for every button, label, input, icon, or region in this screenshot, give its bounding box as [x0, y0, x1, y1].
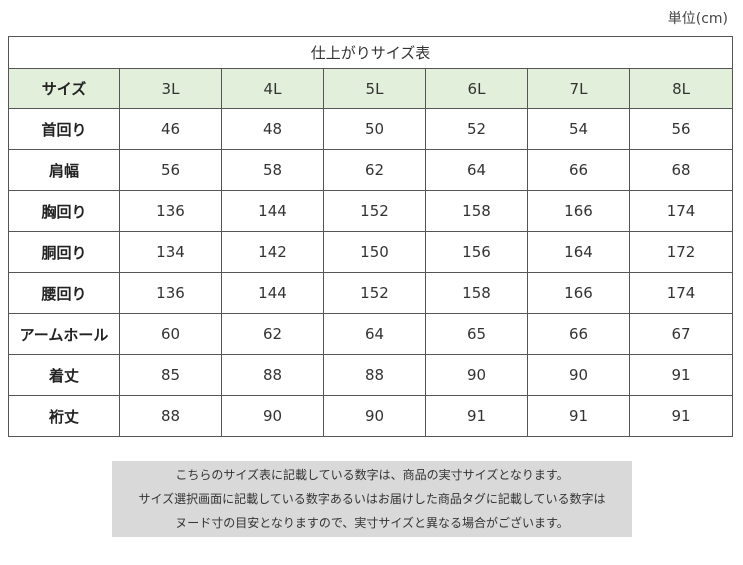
table-cell: 56 — [119, 149, 222, 191]
table-cell: 166 — [527, 190, 630, 232]
size-header-cell: 5L — [323, 68, 426, 109]
table-cell: 164 — [527, 231, 630, 273]
table-cell: 90 — [527, 354, 630, 396]
size-header-cell: 8L — [628, 68, 734, 109]
note-line: こちらのサイズ表に記載している数字は、商品の実寸サイズとなります。 — [175, 468, 569, 482]
table-cell: 52 — [425, 108, 528, 150]
table-cell: 66 — [527, 149, 630, 191]
row-label: 裄丈 — [8, 395, 120, 437]
table-cell: 67 — [628, 313, 734, 355]
table-cell: 90 — [323, 395, 426, 437]
table-cell: 64 — [425, 149, 528, 191]
table-cell: 50 — [323, 108, 426, 150]
table-cell: 91 — [527, 395, 630, 437]
table-cell: 174 — [628, 272, 734, 314]
unit-label: 単位(cm) — [667, 11, 728, 27]
table-cell: 136 — [119, 272, 222, 314]
table-cell: 156 — [425, 231, 528, 273]
table-cell: 88 — [119, 395, 222, 437]
note-line: サイズ選択画面に記載している数字あるいはお届けした商品タグに記載している数字は — [138, 492, 606, 506]
size-header-cell: 6L — [425, 68, 528, 109]
table-cell: 46 — [119, 108, 222, 150]
table-cell: 66 — [527, 313, 630, 355]
size-header-label: サイズ — [8, 68, 120, 109]
table-cell: 152 — [323, 272, 426, 314]
table-cell: 90 — [425, 354, 528, 396]
row-label: 着丈 — [8, 354, 120, 396]
size-header-cell: 4L — [221, 68, 324, 109]
table-cell: 60 — [119, 313, 222, 355]
table-cell: 136 — [119, 190, 222, 232]
table-row: アームホール 60 62 64 65 66 67 — [8, 313, 734, 355]
table-cell: 144 — [221, 272, 324, 314]
table-cell: 152 — [323, 190, 426, 232]
row-label: 腰回り — [8, 272, 120, 314]
note-line: ヌード寸の目安となりますので、実寸サイズと異なる場合がございます。 — [175, 516, 569, 530]
table-row: 腰回り 136 144 152 158 166 174 — [8, 272, 734, 314]
table-cell: 65 — [425, 313, 528, 355]
table-cell: 150 — [323, 231, 426, 273]
table-cell: 142 — [221, 231, 324, 273]
size-note: こちらのサイズ表に記載している数字は、商品の実寸サイズとなります。 サイズ選択画… — [112, 461, 632, 537]
row-label: アームホール — [8, 313, 120, 355]
table-cell: 174 — [628, 190, 734, 232]
table-cell: 158 — [425, 190, 528, 232]
table-title: 仕上がりサイズ表 — [7, 36, 734, 69]
table-cell: 85 — [119, 354, 222, 396]
table-row: 着丈 85 88 88 90 90 91 — [8, 354, 734, 396]
table-cell: 134 — [119, 231, 222, 273]
table-row: 裄丈 88 90 90 91 91 91 — [8, 395, 734, 437]
table-cell: 62 — [221, 313, 324, 355]
table-cell: 62 — [323, 149, 426, 191]
row-label: 胸回り — [8, 190, 120, 232]
size-table: 仕上がりサイズ表 サイズ 3L 4L 5L 6L 7L 8L 首回り 46 48… — [7, 36, 734, 437]
table-row: 肩幅 56 58 62 64 66 68 — [8, 149, 734, 191]
table-row: 胸回り 136 144 152 158 166 174 — [8, 190, 734, 232]
table-cell: 158 — [425, 272, 528, 314]
table-row: 胴回り 134 142 150 156 164 172 — [8, 231, 734, 273]
table-cell: 64 — [323, 313, 426, 355]
row-label: 首回り — [8, 108, 120, 150]
table-cell: 172 — [628, 231, 734, 273]
row-label: 胴回り — [8, 231, 120, 273]
table-cell: 91 — [628, 354, 734, 396]
table-cell: 54 — [527, 108, 630, 150]
table-header-row: サイズ 3L 4L 5L 6L 7L 8L — [8, 68, 734, 109]
table-cell: 144 — [221, 190, 324, 232]
table-cell: 88 — [221, 354, 324, 396]
table-cell: 90 — [221, 395, 324, 437]
table-cell: 58 — [221, 149, 324, 191]
size-header-cell: 7L — [527, 68, 630, 109]
table-cell: 56 — [628, 108, 734, 150]
table-cell: 48 — [221, 108, 324, 150]
table-cell: 68 — [628, 149, 734, 191]
table-cell: 91 — [628, 395, 734, 437]
table-cell: 91 — [425, 395, 528, 437]
table-cell: 166 — [527, 272, 630, 314]
row-label: 肩幅 — [8, 149, 120, 191]
table-cell: 88 — [323, 354, 426, 396]
table-row: 首回り 46 48 50 52 54 56 — [8, 108, 734, 150]
table-title-row: 仕上がりサイズ表 — [7, 36, 734, 69]
size-header-cell: 3L — [119, 68, 222, 109]
